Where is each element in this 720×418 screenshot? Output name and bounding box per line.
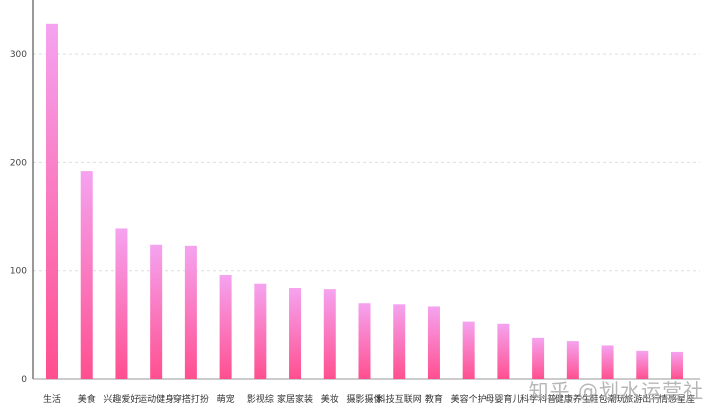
bar-4 [150, 244, 163, 379]
bar-2 [80, 171, 93, 379]
bar-19 [671, 351, 683, 379]
bars [46, 23, 683, 380]
x-tick-label: 影视综 [247, 393, 274, 405]
bar-7 [254, 283, 267, 379]
bar-13 [462, 321, 475, 379]
watermark: 知乎 @划水运营社 [528, 379, 704, 403]
y-tick-label: 0 [21, 375, 27, 385]
bar-6 [219, 275, 232, 379]
x-tick-label: 鞋包潮玩 [590, 393, 626, 405]
gridlines [33, 53, 700, 272]
x-tick-label: 家居家装 [277, 393, 313, 405]
bar-10 [358, 303, 371, 379]
bar-12 [427, 306, 440, 379]
x-tick-label: 教育 [425, 393, 443, 405]
x-tick-label: 美妆 [321, 393, 339, 405]
y-tick-label: 300 [10, 50, 27, 60]
bar-16 [566, 341, 579, 379]
y-tick-labels: 0 100 200 300 [10, 50, 27, 385]
x-tick-label: 情感星座 [659, 393, 695, 405]
x-tick-label: 科技互联网 [377, 393, 422, 405]
bar-1 [46, 23, 58, 380]
bar-15 [532, 337, 545, 379]
x-tick-label: 兴趣爱好 [103, 393, 139, 405]
x-tick-label: 科学科普 [520, 393, 556, 405]
bar-9 [323, 289, 336, 379]
bar-11 [393, 304, 406, 379]
bar-17 [601, 345, 614, 379]
y-tick-label: 100 [10, 267, 27, 277]
x-tick-label: 母婴育儿 [485, 393, 521, 405]
x-tick-label: 穿搭打扮 [173, 393, 209, 405]
x-tick-label: 美食 [78, 393, 96, 405]
x-tick-label: 旅游出行 [624, 393, 660, 405]
x-tick-label: 摄影摄像 [346, 393, 382, 405]
x-tick-label: 萌宠 [217, 393, 235, 405]
bar-8 [289, 288, 302, 379]
x-tick-label: 运动健身 [138, 393, 174, 405]
bar-5 [184, 245, 197, 379]
x-tick-label: 健康养生 [555, 393, 591, 405]
x-tick-label: 美容个护 [451, 393, 487, 405]
bar-18 [636, 350, 649, 379]
bar-14 [497, 323, 510, 379]
bar-3 [115, 228, 128, 379]
y-tick-label: 200 [10, 158, 27, 168]
x-tick-label: 生活 [43, 393, 61, 405]
